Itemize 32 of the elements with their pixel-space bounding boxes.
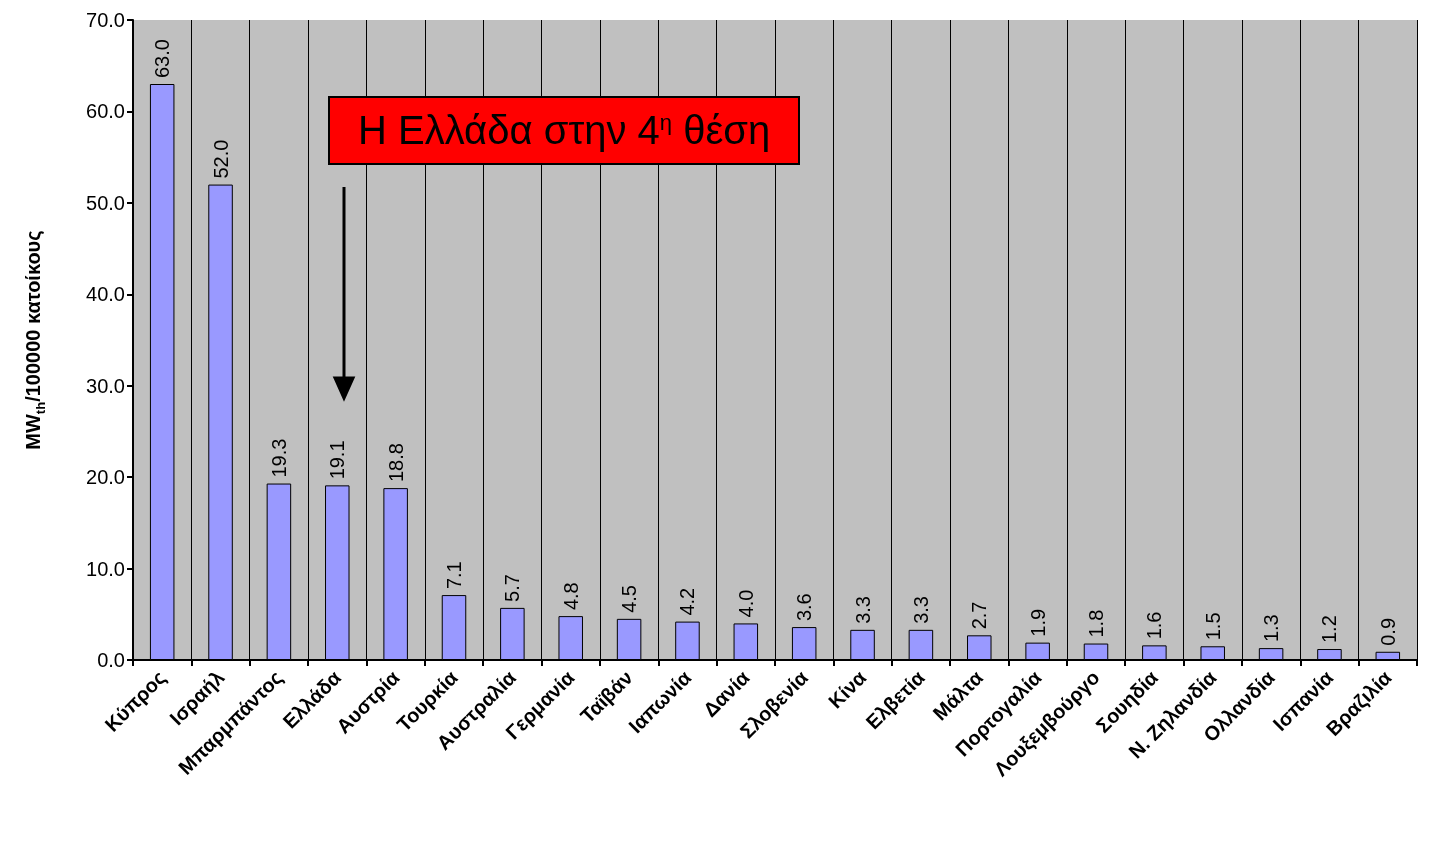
data-label: 4.8 — [559, 582, 582, 611]
y-axis-title: MWth/100000 κατοίκους — [22, 230, 48, 450]
y-tick-label: 10.0 — [86, 557, 125, 580]
y-tick-label: 30.0 — [86, 374, 125, 397]
data-label: 4.2 — [676, 587, 699, 616]
y-tick-label: 20.0 — [86, 466, 125, 489]
data-label: 1.3 — [1260, 614, 1283, 643]
y-tick-label: 0.0 — [97, 649, 125, 671]
y-tick-label: 40.0 — [86, 283, 125, 306]
data-label: 7.1 — [443, 561, 465, 590]
data-label: 1.5 — [1201, 612, 1224, 641]
callout-box: Η Ελλάδα στην 4$^{η}$ θέση — [328, 96, 801, 165]
data-label: 1.2 — [1318, 615, 1341, 644]
data-label: 18.8 — [384, 443, 407, 483]
data-label: 19.1 — [326, 440, 349, 480]
data-label: 5.7 — [501, 574, 524, 602]
data-label: 4.5 — [618, 585, 641, 613]
data-label: 52.0 — [209, 139, 232, 179]
data-label: 1.6 — [1143, 611, 1166, 640]
data-label: 4.0 — [734, 589, 757, 618]
y-tick-label: 60.0 — [86, 100, 125, 123]
data-label: 3.3 — [909, 596, 932, 624]
data-label: 19.3 — [267, 438, 290, 478]
data-label: 3.3 — [851, 596, 874, 624]
data-label: 2.7 — [968, 601, 991, 630]
y-tick-label: 50.0 — [86, 191, 125, 214]
data-label: 3.6 — [793, 593, 816, 622]
data-label: 0.9 — [1376, 617, 1399, 646]
data-label: 1.9 — [1026, 608, 1049, 637]
data-label: 63.0 — [151, 39, 174, 78]
data-label: 1.8 — [1085, 609, 1107, 638]
y-tick-label: 70.0 — [86, 9, 125, 31]
